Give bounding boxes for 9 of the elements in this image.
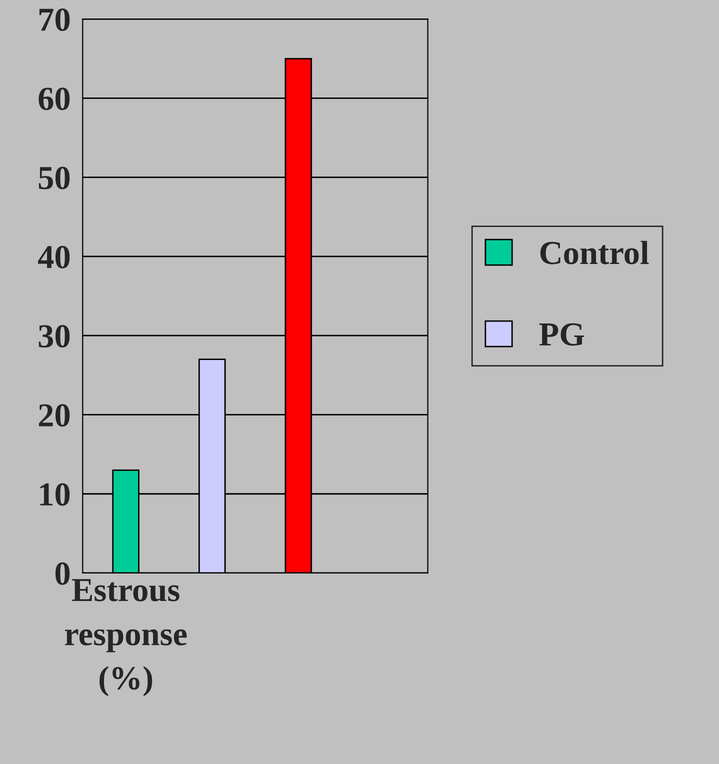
y-tick-label: 20 [38, 404, 70, 427]
y-tick-label: 10 [40, 483, 70, 506]
legend-label: Control [540, 240, 649, 264]
y-tick-label: 60 [38, 88, 70, 110]
y-tick-label: 40 [38, 246, 70, 268]
y-tick-label: 50 [38, 166, 70, 190]
y-tick-label: 30 [38, 325, 70, 348]
legend-label: PG [539, 323, 584, 346]
y-tick-label: 70 [39, 8, 70, 31]
